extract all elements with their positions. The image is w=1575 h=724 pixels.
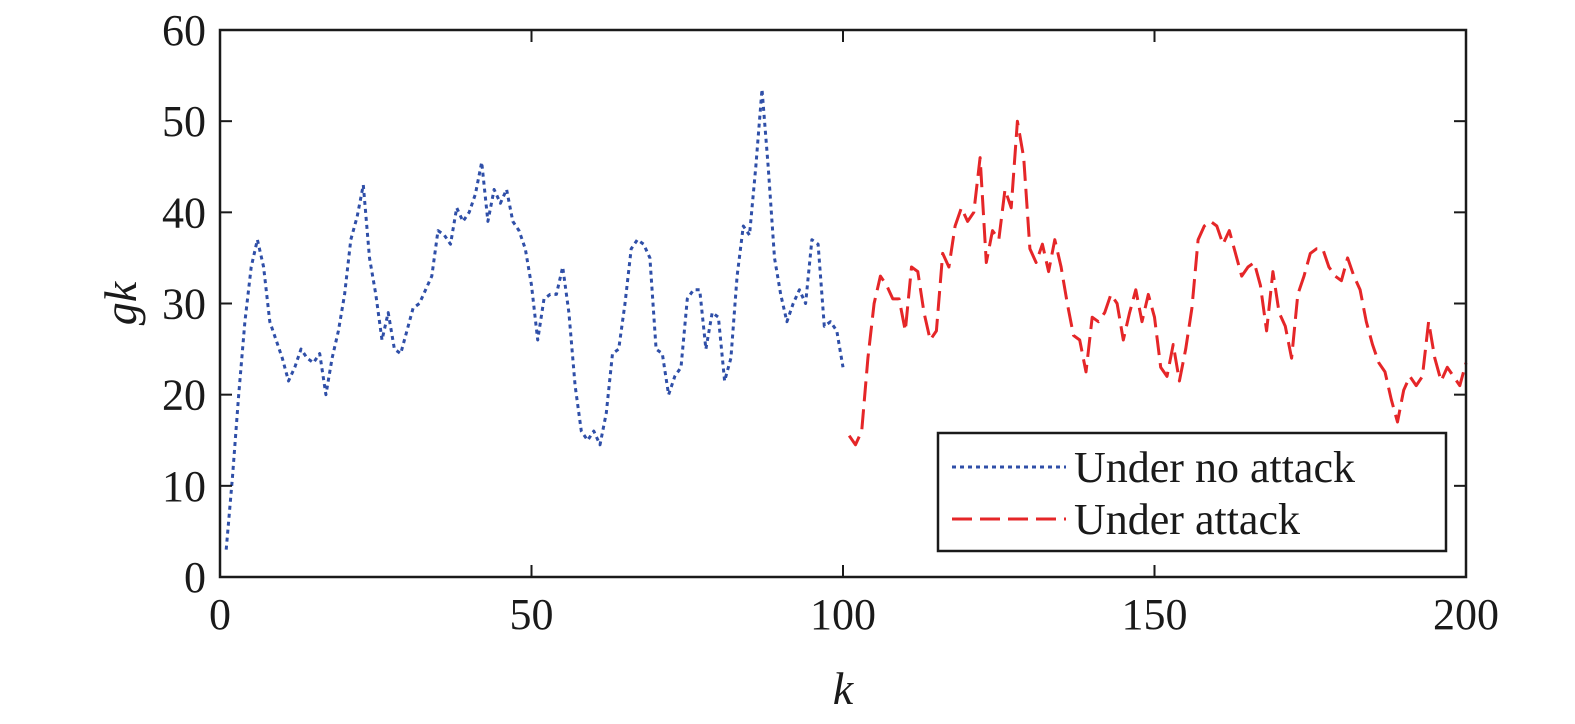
series-layer	[224, 87, 1468, 550]
y-tick-label: 40	[162, 188, 206, 237]
legend-label: Under attack	[1074, 495, 1300, 544]
y-tick-label: 0	[184, 553, 206, 602]
series-line-under-no-attack	[224, 87, 845, 550]
x-tick-label: 0	[209, 590, 231, 639]
legend-box	[936, 431, 1448, 553]
y-tick-label: 10	[162, 462, 206, 511]
x-tick-label: 150	[1122, 590, 1188, 639]
legend-label: Under no attack	[1074, 443, 1355, 492]
y-axis-label: gk	[95, 280, 146, 325]
x-tick-label: 200	[1433, 590, 1499, 639]
x-tick-label: 100	[810, 590, 876, 639]
ticks-layer: 0 50 100 150 200 0 10 20 30 40 50 60	[162, 6, 1499, 639]
y-tick-label: 30	[162, 280, 206, 329]
y-tick-label: 50	[162, 97, 206, 146]
x-axis-label: k	[833, 663, 855, 714]
series-line-under-attack	[847, 119, 1468, 447]
y-tick-label: 60	[162, 6, 206, 55]
x-tick-label: 50	[510, 590, 554, 639]
y-tick-label: 20	[162, 371, 206, 420]
